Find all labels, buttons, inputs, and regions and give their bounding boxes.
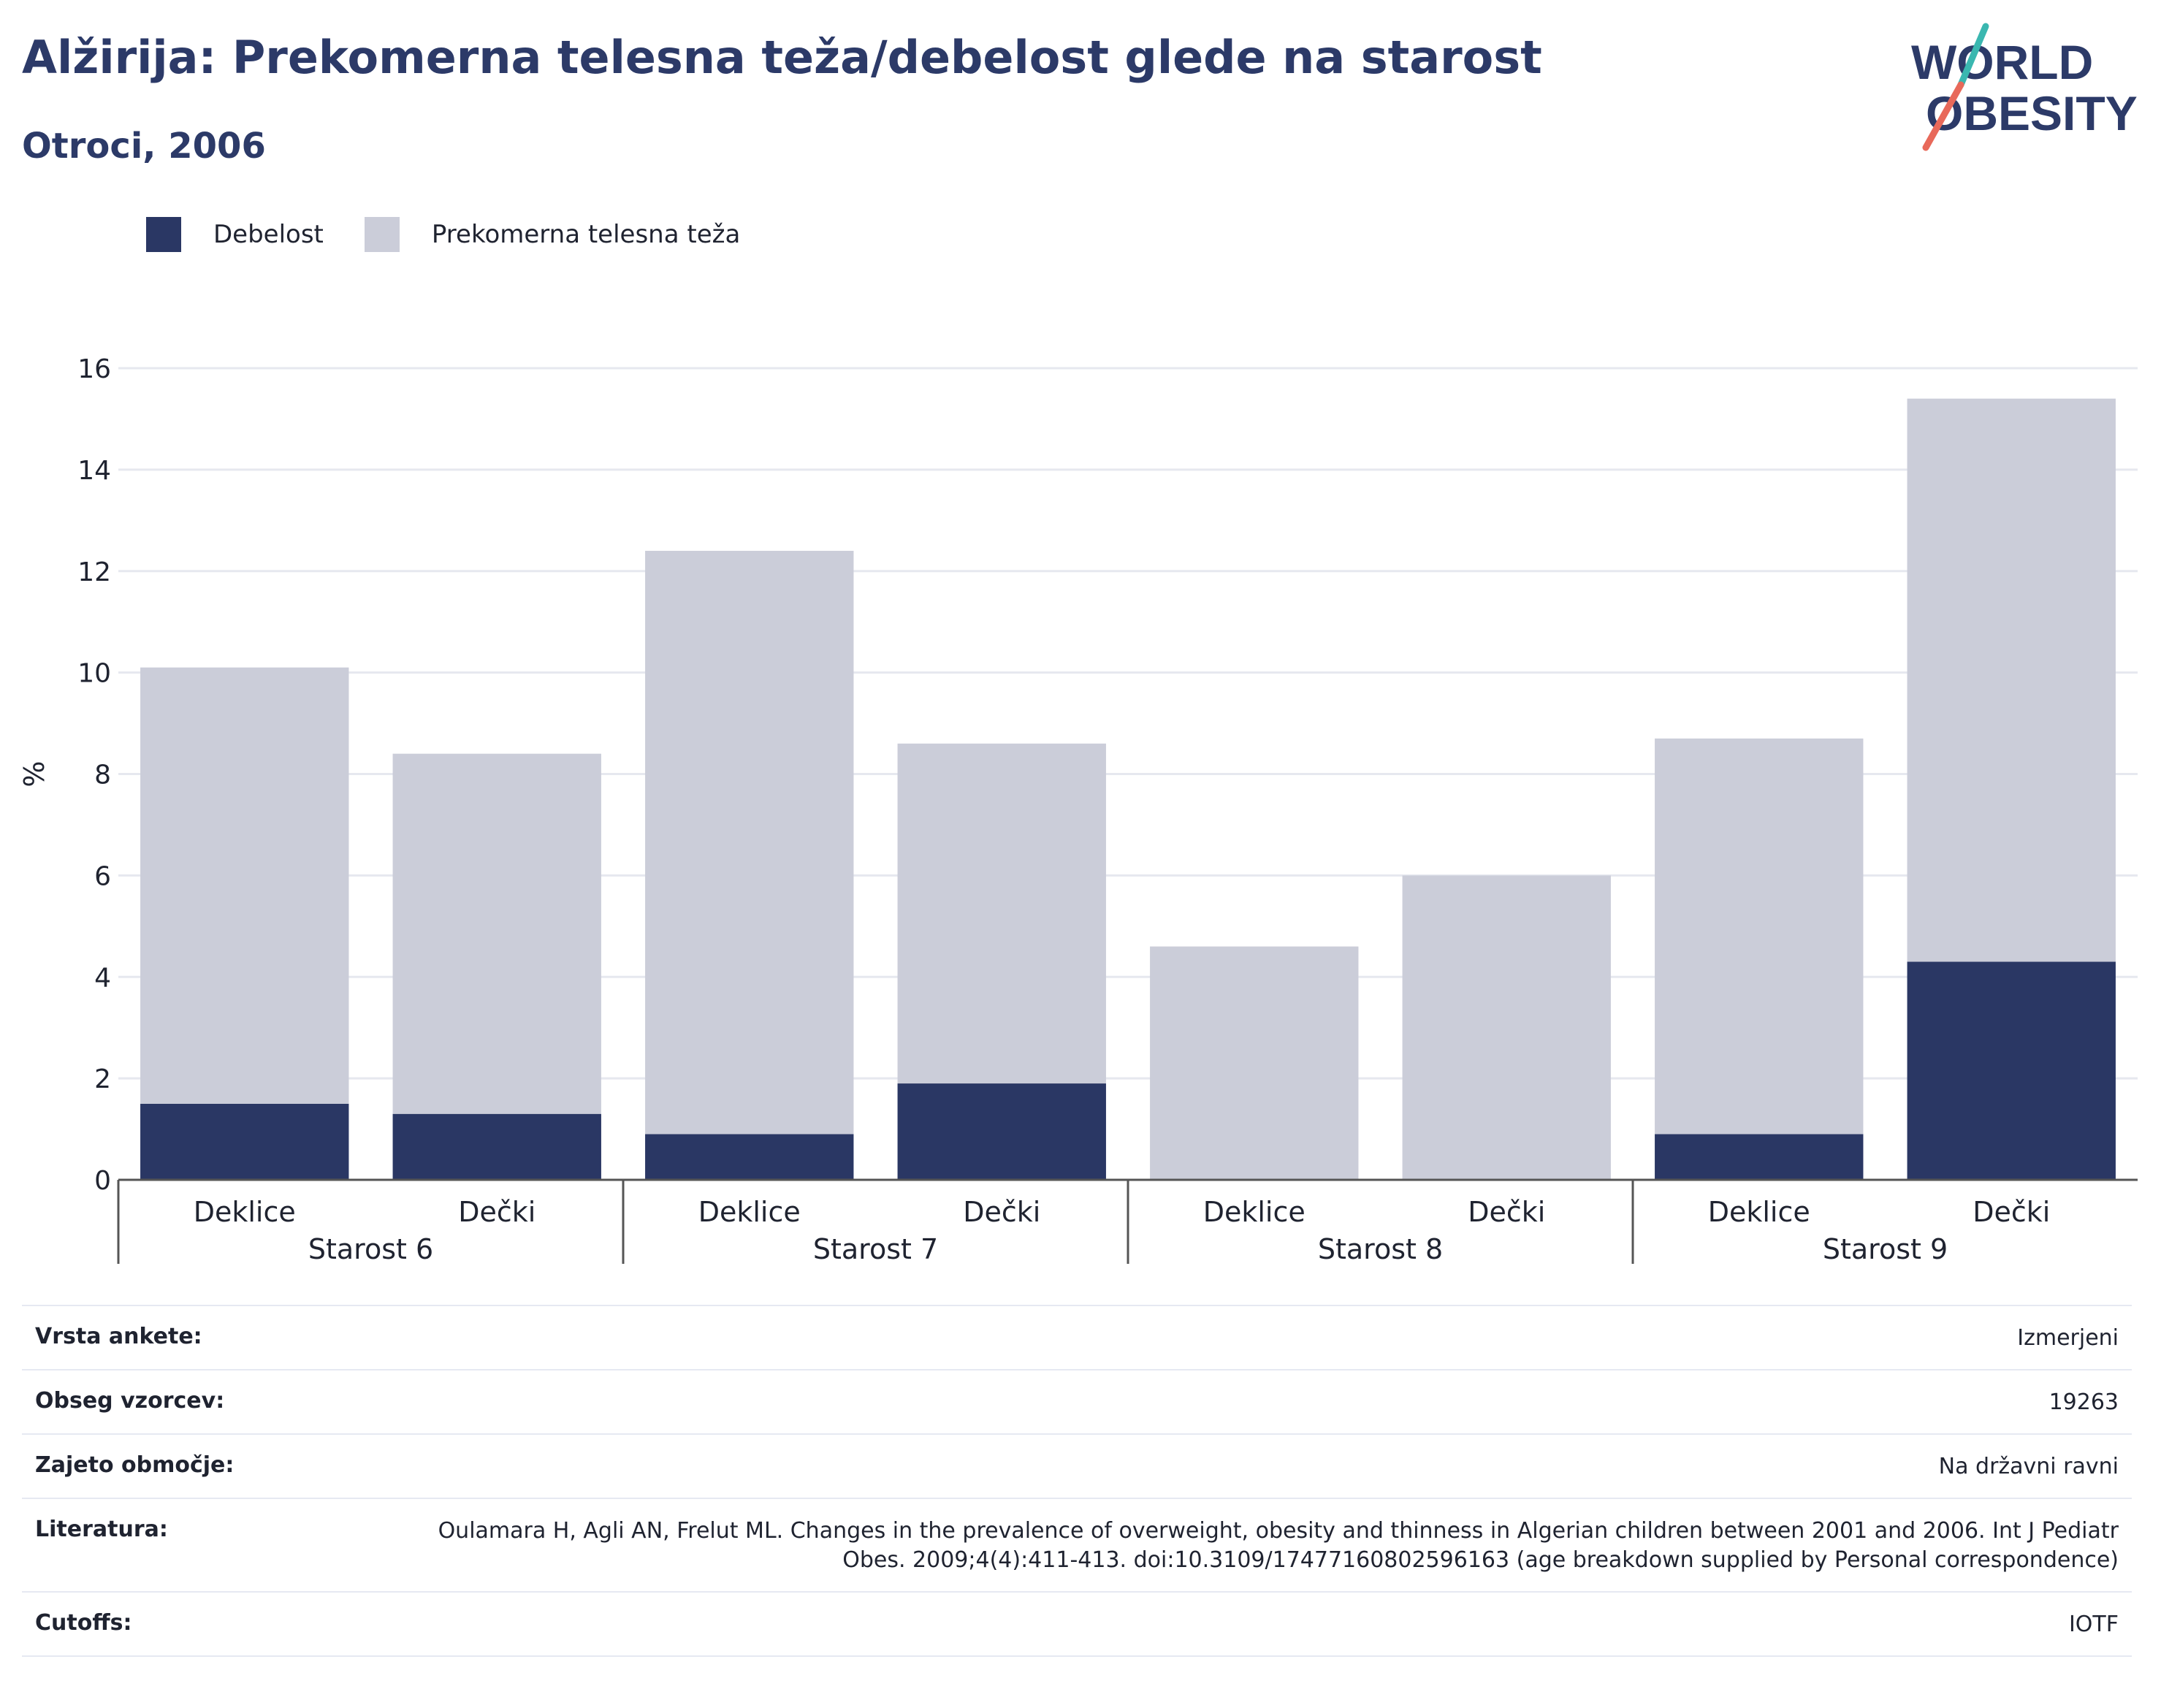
meta-value: Oulamara H, Agli AN, Frelut ML. Changes …: [438, 1518, 2119, 1573]
y-tick-label: 2: [94, 1064, 111, 1094]
meta-row-area-covered: Zajeto območje: Na državni ravni: [22, 1435, 2132, 1499]
world-obesity-logo: WORLD OBESITY: [1911, 23, 2138, 151]
bar-overweight: [392, 753, 601, 1114]
x-tick-label: Deklice: [698, 1196, 801, 1228]
meta-row-references: Literatura: Oulamara H, Agli AN, Frelut …: [22, 1499, 2132, 1593]
x-tick-label: Deklice: [1708, 1196, 1810, 1228]
y-axis-label: %: [18, 760, 50, 787]
chart-title: Alžirija: Prekomerna telesna teža/debelo…: [22, 31, 1542, 84]
meta-label: Zajeto območje:: [35, 1452, 235, 1478]
logo-line1: WORLD: [1911, 35, 2093, 89]
group-label: Starost 7: [813, 1233, 938, 1265]
bar-chart: 0 2 4 6 8 10 12 14 16% Deklice Dečki Deklice Dečki De…: [18, 354, 2138, 1265]
bar-obesity: [897, 1083, 1106, 1180]
bar-overweight: [1655, 738, 1864, 1135]
x-tick-label: Dečki: [1973, 1196, 2050, 1228]
meta-label: Obseg vzorcev:: [35, 1388, 225, 1414]
meta-row-cutoffs: Cutoffs: IOTF: [22, 1593, 2132, 1657]
logo-line2: OBESITY: [1926, 86, 2138, 140]
meta-label: Cutoffs:: [35, 1610, 132, 1636]
legend-swatch-overweight: [364, 217, 400, 252]
legend-label-obesity: Debelost: [213, 220, 324, 249]
x-tick-label: Dečki: [458, 1196, 536, 1228]
meta-value: Na državni ravni: [1938, 1454, 2119, 1479]
y-tick-label: 16: [77, 354, 111, 384]
y-tick-label: 12: [77, 557, 111, 587]
y-tick-label: 10: [77, 659, 111, 689]
bar-obesity: [1655, 1134, 1864, 1180]
bar-overweight: [897, 743, 1106, 1084]
x-tick-label: Dečki: [963, 1196, 1040, 1228]
legend-item-obesity[interactable]: Debelost: [146, 217, 324, 252]
meta-value: Izmerjeni: [2017, 1325, 2119, 1351]
y-tick-label: 4: [94, 963, 111, 993]
bar-overweight: [645, 550, 854, 1135]
bar-overweight: [1150, 946, 1359, 1180]
meta-value: 19263: [2048, 1389, 2119, 1415]
bar-obesity: [645, 1134, 854, 1180]
legend-swatch-obesity: [146, 217, 181, 252]
bar-obesity: [140, 1103, 349, 1180]
chart-legend: Debelost Prekomerna telesna teža: [146, 215, 781, 254]
x-tick-label: Deklice: [1203, 1196, 1306, 1228]
survey-metadata-table: Vrsta ankete: Izmerjeni Obseg vzorcev: 1…: [22, 1305, 2132, 1657]
y-tick-label: 6: [94, 861, 111, 891]
legend-item-overweight[interactable]: Prekomerna telesna teža: [364, 217, 741, 252]
legend-label-overweight: Prekomerna telesna teža: [431, 220, 741, 249]
y-tick-label: 0: [94, 1166, 111, 1196]
meta-label: Literatura:: [35, 1517, 168, 1542]
meta-value: IOTF: [2068, 1612, 2119, 1637]
x-tick-label: Deklice: [194, 1196, 296, 1228]
bar-overweight: [1402, 875, 1611, 1180]
bar-obesity: [392, 1113, 601, 1180]
meta-row-sample-size: Obseg vzorcev: 19263: [22, 1370, 2132, 1435]
y-tick-label: 8: [94, 760, 111, 790]
meta-row-survey-type: Vrsta ankete: Izmerjeni: [22, 1305, 2132, 1370]
bar-obesity: [1907, 961, 2116, 1180]
meta-label: Vrsta ankete:: [35, 1324, 202, 1349]
group-label: Starost 6: [308, 1233, 433, 1265]
y-tick-label: 14: [77, 456, 111, 486]
x-tick-label: Dečki: [1468, 1196, 1545, 1228]
chart-subtitle: Otroci, 2006: [22, 126, 266, 167]
bar-overweight: [140, 667, 349, 1104]
group-label: Starost 8: [1318, 1233, 1443, 1265]
bar-overweight: [1907, 398, 2116, 962]
group-label: Starost 9: [1823, 1233, 1948, 1265]
